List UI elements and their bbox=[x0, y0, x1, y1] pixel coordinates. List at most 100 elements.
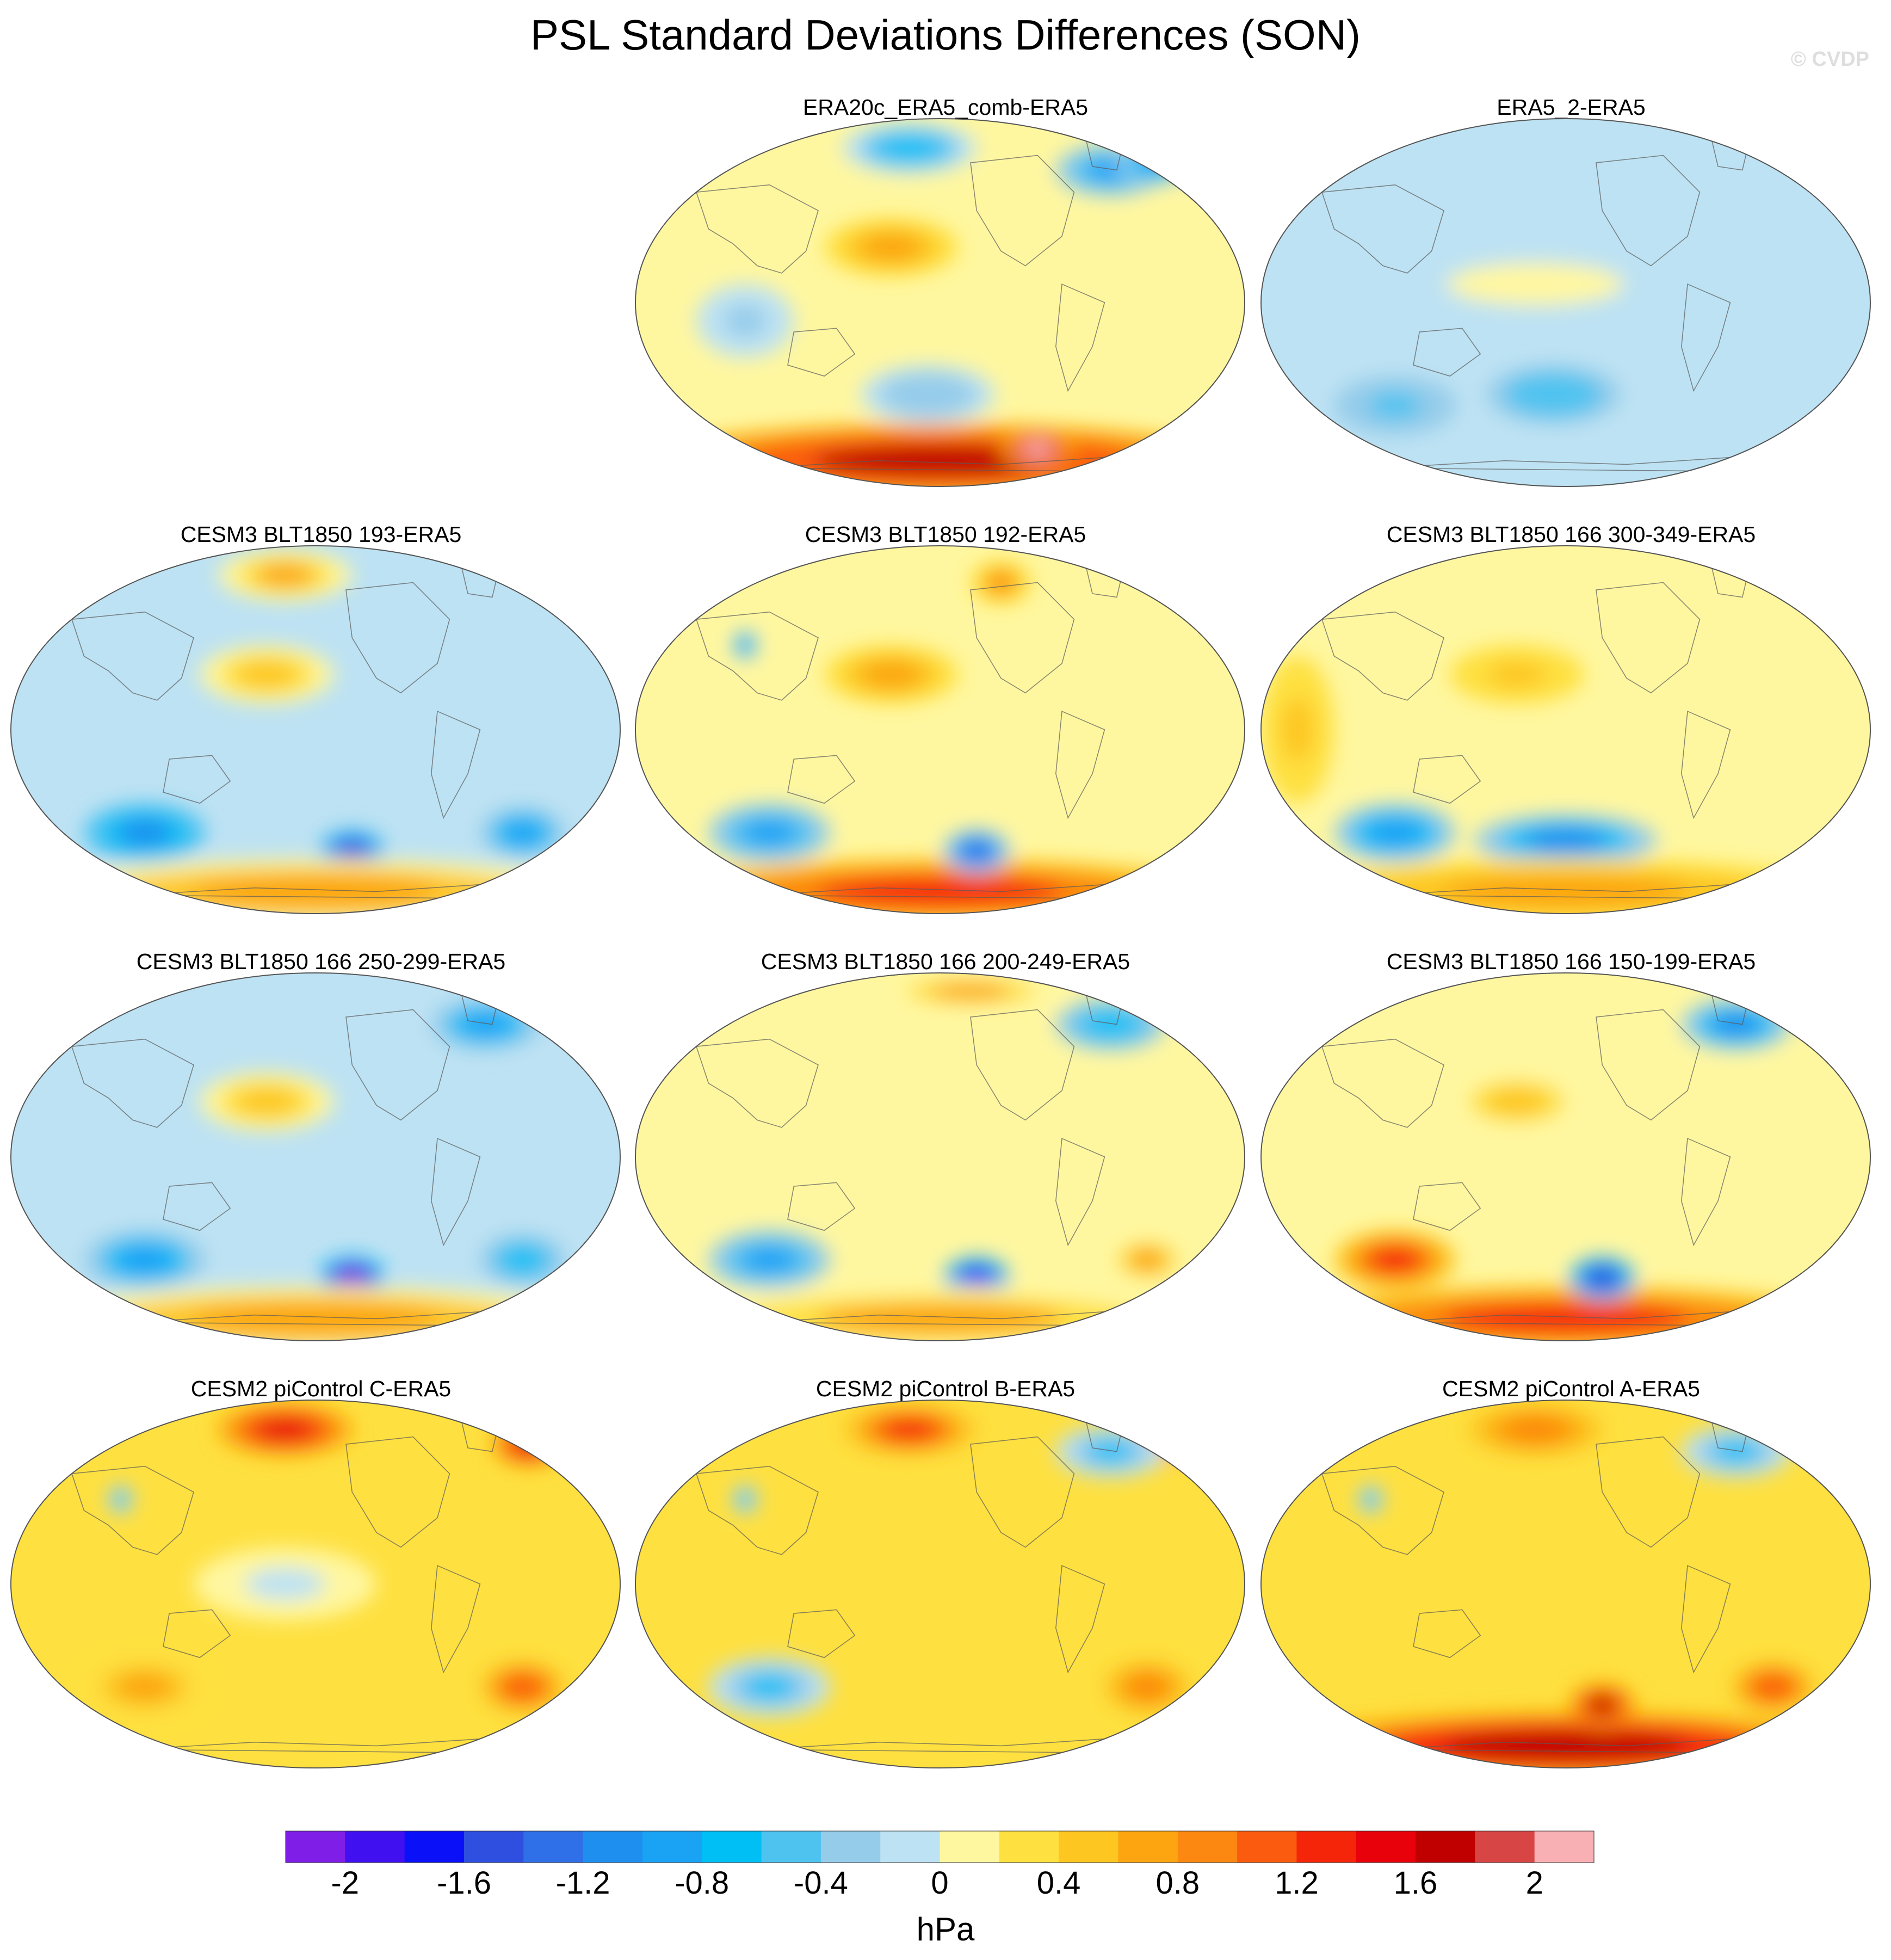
coastline-path bbox=[1680, 711, 1731, 819]
map-outline bbox=[635, 545, 1245, 914]
coastline-path bbox=[163, 755, 231, 804]
anomaly-contour bbox=[192, 1304, 439, 1334]
coastline-path bbox=[1055, 711, 1105, 819]
anomaly-contour bbox=[502, 1428, 555, 1460]
map-panel: ERA5_2-ERA5 bbox=[1258, 93, 1884, 506]
colorbar-box bbox=[999, 1831, 1059, 1863]
map-panel: CESM3 BLT1850 166 200-249-ERA5 bbox=[633, 947, 1258, 1360]
anomaly-contour bbox=[245, 1568, 325, 1600]
colorbar-tick-label: -1.2 bbox=[556, 1865, 610, 1901]
coastline-path bbox=[71, 1465, 194, 1555]
anomaly-contour bbox=[1128, 1675, 1166, 1699]
anomaly-contour bbox=[1365, 1493, 1376, 1506]
coastline-path bbox=[1413, 328, 1481, 377]
coastline-path bbox=[787, 1609, 856, 1659]
colorbar-tick-label: -1.6 bbox=[437, 1865, 491, 1901]
colorbar-tick-label: -2 bbox=[331, 1865, 360, 1901]
panel-title: CESM3 BLT1850 166 150-199-ERA5 bbox=[1386, 949, 1756, 974]
colorbar-box bbox=[1118, 1831, 1178, 1863]
anomaly-contour bbox=[930, 983, 1011, 1000]
colorbar-box bbox=[464, 1831, 524, 1863]
panel-title: CESM2 piControl A-ERA5 bbox=[1442, 1376, 1700, 1401]
coastline-path bbox=[345, 1436, 450, 1548]
colorbar-tick-label: 0 bbox=[931, 1865, 948, 1901]
anomaly-contour bbox=[880, 137, 940, 159]
map-background-field bbox=[635, 546, 1245, 914]
map-panel: CESM3 BLT1850 166 150-199-ERA5 bbox=[1258, 947, 1884, 1360]
coastline-path bbox=[1321, 1038, 1444, 1128]
colorbar-box bbox=[286, 1831, 345, 1863]
anomaly-contour bbox=[1368, 392, 1422, 419]
anomaly-contour bbox=[1281, 697, 1314, 762]
anomaly-contour bbox=[962, 1268, 992, 1288]
panel-title: CESM3 BLT1850 166 250-299-ERA5 bbox=[136, 949, 506, 974]
anomaly-contour bbox=[462, 1013, 510, 1036]
colorbar-box bbox=[1177, 1831, 1238, 1863]
coastline-path bbox=[1413, 1609, 1481, 1659]
colorbar-tick-label: 1.2 bbox=[1275, 1865, 1319, 1901]
panel-title: CESM2 piControl B-ERA5 bbox=[815, 1376, 1076, 1401]
anomaly-contour bbox=[1442, 1731, 1689, 1761]
colorbar-box bbox=[1296, 1831, 1357, 1863]
colorbar-box bbox=[820, 1831, 881, 1863]
map-outline bbox=[10, 972, 621, 1341]
colorbar-box bbox=[404, 1831, 465, 1863]
map-panel: CESM3 BLT1850 192-ERA5 bbox=[633, 520, 1258, 933]
anomaly-contour bbox=[724, 305, 767, 337]
coastline-path bbox=[970, 582, 1075, 694]
map-plot bbox=[1260, 545, 1871, 914]
coastline-path bbox=[1680, 283, 1731, 392]
credit-watermark: © CVDP bbox=[1790, 48, 1869, 71]
anomaly-contour bbox=[504, 1248, 542, 1272]
anomaly-contour bbox=[739, 1493, 751, 1506]
coastline-path bbox=[787, 1182, 856, 1231]
map-panel: ERA20c_ERA5_comb-ERA5 bbox=[633, 93, 1258, 506]
colorbar-box bbox=[1416, 1831, 1475, 1863]
panel-title: CESM2 piControl C-ERA5 bbox=[190, 1376, 452, 1401]
anomaly-contour bbox=[743, 819, 796, 846]
coastline-path bbox=[345, 1009, 450, 1121]
coastline-path bbox=[787, 755, 856, 804]
colorbar-tick-label: -0.8 bbox=[675, 1865, 729, 1901]
colorbar-tick-label: -0.4 bbox=[794, 1865, 848, 1901]
anomaly-contour bbox=[1587, 1696, 1617, 1715]
anomaly-contour bbox=[1587, 1268, 1617, 1288]
anomaly-contour bbox=[1487, 1088, 1547, 1115]
coastline-path bbox=[163, 1182, 231, 1231]
colorbar-box bbox=[1356, 1831, 1416, 1863]
anomaly-contour bbox=[504, 821, 542, 845]
coastline-path bbox=[1680, 1565, 1731, 1674]
map-outline bbox=[1260, 972, 1871, 1341]
anomaly-contour bbox=[237, 1088, 296, 1115]
colorbar-box bbox=[761, 1831, 821, 1863]
anomaly-contour bbox=[504, 1675, 542, 1699]
colorbar-box bbox=[702, 1831, 762, 1863]
anomaly-contour bbox=[743, 1674, 796, 1700]
map-background-field bbox=[1261, 1400, 1870, 1768]
map-panel: CESM3 BLT1850 166 300-349-ERA5 bbox=[1258, 520, 1884, 933]
anomaly-contour bbox=[1442, 877, 1689, 907]
map-outline bbox=[635, 118, 1245, 487]
colorbar-box bbox=[1475, 1831, 1535, 1863]
colorbar-units: hPa bbox=[916, 1911, 975, 1947]
anomaly-contour bbox=[1524, 381, 1583, 408]
coastline-path bbox=[1055, 1138, 1105, 1247]
anomaly-contour bbox=[118, 1247, 172, 1273]
map-outline bbox=[1260, 545, 1871, 914]
coastline-path bbox=[1413, 1182, 1481, 1231]
coastline-path bbox=[345, 582, 450, 694]
panel-title: ERA5_2-ERA5 bbox=[1497, 95, 1646, 120]
map-plot bbox=[635, 118, 1245, 487]
colorbar-box bbox=[1237, 1831, 1297, 1863]
anomaly-contour bbox=[987, 572, 1015, 593]
coastline-path bbox=[430, 1138, 481, 1247]
panel-title: ERA20c_ERA5_comb-ERA5 bbox=[802, 95, 1089, 120]
anomaly-contour bbox=[862, 661, 921, 688]
colorbar-box bbox=[1534, 1831, 1595, 1863]
colorbar-box bbox=[880, 1831, 941, 1863]
map-outline bbox=[10, 545, 621, 914]
figure-title: PSL Standard Deviations Differences (SON… bbox=[530, 11, 1361, 59]
map-panel: CESM3 BLT1850 193-ERA5 bbox=[8, 520, 634, 933]
map-plot bbox=[635, 545, 1245, 914]
coastline-path bbox=[970, 1009, 1075, 1121]
